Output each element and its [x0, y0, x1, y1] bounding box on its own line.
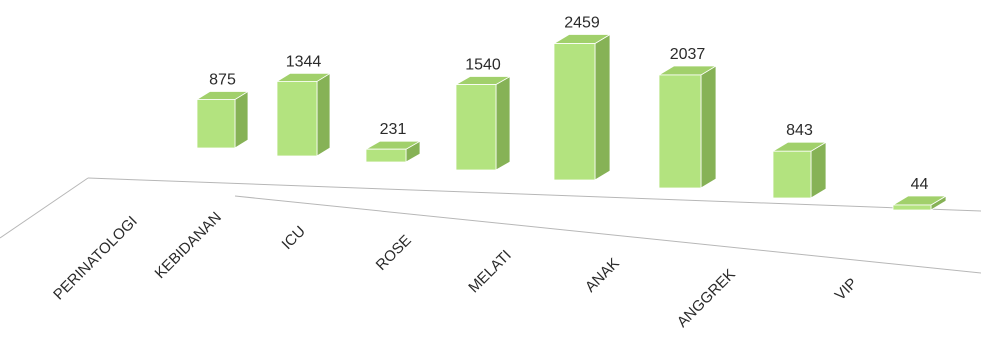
- category-label: ICU: [279, 223, 309, 253]
- bar-side-face: [234, 90, 249, 149]
- bar: [364, 140, 422, 163]
- floor-left-edge: [0, 177, 89, 239]
- bar: [657, 65, 718, 189]
- bar-front-face: [892, 204, 932, 211]
- bar-front-face: [365, 148, 407, 163]
- category-label: KEBIDANAN: [151, 209, 224, 282]
- category-labels-group: PERINATOLOGI KEBIDANAN ICU ROSE MELATI ANAK AN…: [50, 209, 861, 331]
- value-label: 2459: [564, 15, 600, 32]
- bar-front-face: [196, 99, 236, 149]
- category-label: ANAK: [582, 255, 623, 296]
- value-label: 2037: [670, 46, 706, 63]
- bar-front-face: [772, 150, 812, 199]
- bar-front-face: [276, 81, 318, 157]
- bar: [195, 90, 250, 149]
- bar-side-face: [700, 65, 717, 189]
- category-label: MELATI: [465, 247, 515, 297]
- category-label: ROSE: [373, 232, 415, 274]
- bar: [454, 75, 512, 171]
- value-label: 44: [911, 176, 929, 193]
- floor-back-edge: [87, 177, 981, 212]
- bar-front-face: [658, 74, 702, 189]
- bar-side-face: [316, 72, 331, 157]
- value-label: 231: [380, 121, 407, 138]
- category-label: VIP: [832, 275, 861, 304]
- bar: [771, 141, 828, 199]
- bar-side-face: [810, 141, 827, 199]
- category-label: ANGGREK: [674, 266, 739, 331]
- bar: [891, 195, 948, 211]
- floor-front-edge: [234, 195, 981, 274]
- bar-side-face: [495, 75, 511, 171]
- value-labels-group: 875 1344 231 1540 2459 2037 843 44: [209, 15, 928, 193]
- bar: [552, 33, 612, 181]
- category-label: PERINATOLOGI: [50, 213, 141, 304]
- bars-group: [195, 33, 948, 211]
- bar-front-face: [553, 43, 596, 181]
- bar: [275, 72, 332, 157]
- chart-floor: [0, 177, 981, 274]
- bar-side-face: [594, 33, 611, 181]
- value-label: 875: [209, 71, 236, 88]
- bar-front-face: [455, 84, 497, 171]
- value-label: 843: [786, 122, 813, 139]
- value-label: 1540: [465, 57, 501, 74]
- value-label: 1344: [286, 53, 322, 70]
